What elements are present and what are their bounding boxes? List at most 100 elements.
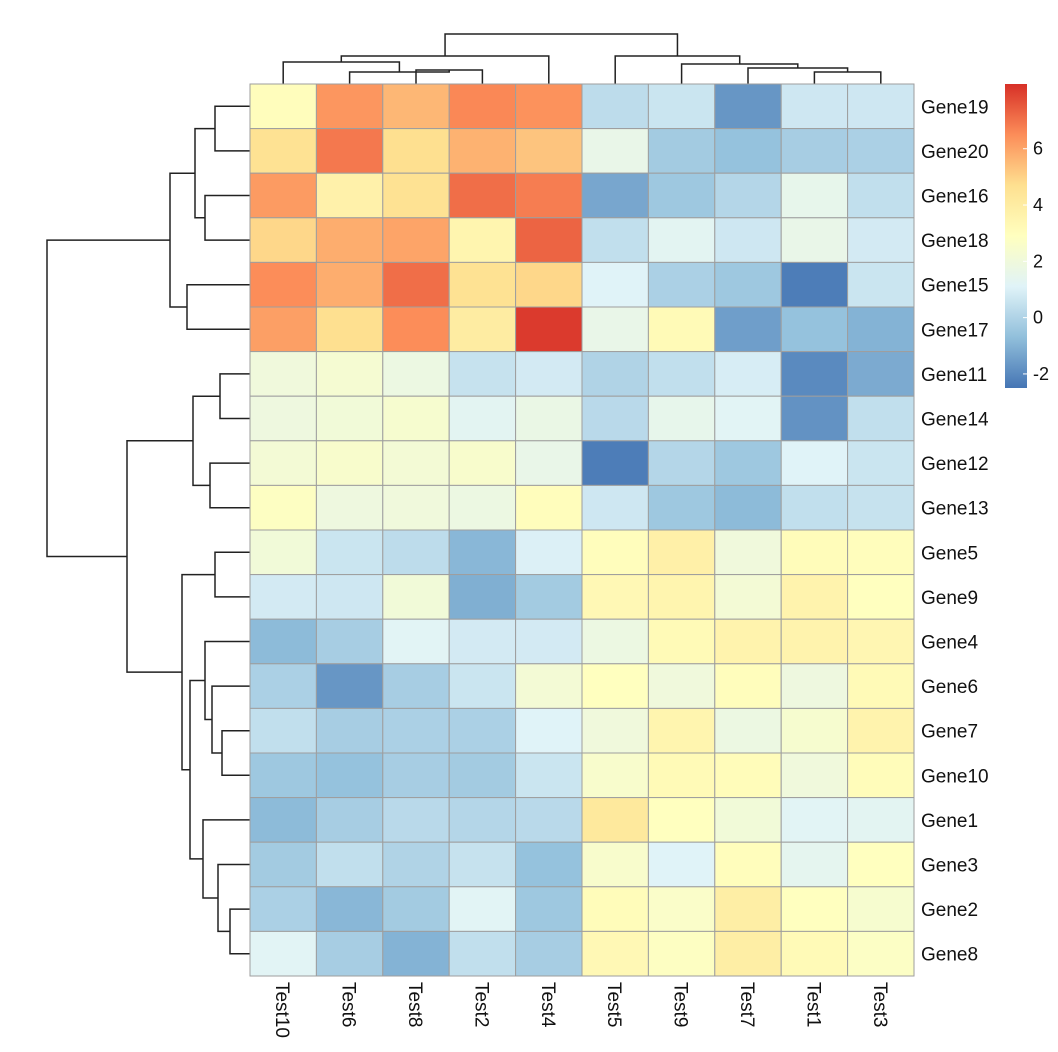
heatmap-cell bbox=[581, 529, 649, 576]
heatmap-cell bbox=[448, 261, 517, 308]
heatmap-cell bbox=[249, 841, 317, 888]
heatmap-cell bbox=[382, 529, 450, 576]
row-label: Gene5 bbox=[921, 543, 978, 564]
heatmap-cell bbox=[780, 529, 849, 576]
heatmap-cell bbox=[780, 395, 849, 442]
row-dendrogram-link bbox=[46, 239, 170, 558]
heatmap-cell bbox=[780, 752, 849, 799]
heatmap-cell bbox=[780, 306, 849, 353]
heatmap-cell bbox=[847, 663, 915, 709]
heatmap-cell bbox=[515, 83, 583, 130]
heatmap-cell bbox=[780, 484, 849, 531]
heatmap-cell bbox=[647, 752, 716, 799]
legend-tick-label: -2 bbox=[1033, 364, 1049, 384]
row-label: Gene10 bbox=[921, 766, 989, 787]
heatmap-cell bbox=[847, 484, 915, 531]
row-label: Gene13 bbox=[921, 499, 989, 520]
heatmap-cell bbox=[647, 484, 716, 531]
heatmap-cell bbox=[647, 930, 716, 977]
column-label: Test3 bbox=[869, 982, 890, 1027]
row-dendrogram-link bbox=[192, 395, 220, 487]
heatmap-cell bbox=[780, 707, 849, 754]
heatmap-cell bbox=[647, 663, 716, 709]
heatmap-cell bbox=[249, 395, 317, 442]
heatmap-cell bbox=[515, 752, 583, 799]
heatmap-cell bbox=[847, 83, 915, 130]
heatmap-cell bbox=[581, 306, 649, 353]
heatmap-cell bbox=[647, 841, 716, 888]
heatmap-cell bbox=[448, 886, 517, 932]
legend-tick-label: 0 bbox=[1033, 308, 1043, 328]
heatmap-cell bbox=[647, 886, 716, 932]
heatmap-cell bbox=[448, 440, 517, 486]
heatmap-cell bbox=[382, 306, 450, 353]
column-dendrogram-link bbox=[282, 61, 401, 84]
heatmap-cell bbox=[515, 306, 583, 353]
heatmap-cell bbox=[315, 797, 384, 843]
heatmap-cell bbox=[714, 306, 782, 353]
heatmap-cell bbox=[647, 217, 716, 263]
row-label: Gene7 bbox=[921, 722, 978, 743]
heatmap-cell bbox=[647, 797, 716, 843]
heatmap-cell bbox=[780, 83, 849, 130]
heatmap-cell bbox=[448, 797, 517, 843]
heatmap-cell bbox=[382, 797, 450, 843]
heatmap-cell bbox=[515, 574, 583, 620]
heatmap-cell bbox=[249, 217, 317, 263]
heatmap-cell bbox=[647, 618, 716, 665]
heatmap-cell bbox=[847, 886, 915, 932]
heatmap-cell bbox=[714, 663, 782, 709]
heatmap-cell bbox=[581, 841, 649, 888]
heatmap-cell bbox=[315, 172, 384, 219]
heatmap-cell bbox=[249, 261, 317, 308]
heatmap-cell bbox=[714, 217, 782, 263]
heatmap-cell bbox=[249, 797, 317, 843]
heatmap-cell bbox=[382, 217, 450, 263]
legend-tick-label: 6 bbox=[1033, 139, 1043, 159]
heatmap-cell bbox=[382, 930, 450, 977]
heatmap-cell bbox=[780, 261, 849, 308]
heatmap-cell bbox=[249, 484, 317, 531]
heatmap-cell bbox=[714, 484, 782, 531]
heatmap-cell bbox=[515, 930, 583, 977]
heatmap-cell bbox=[448, 930, 517, 977]
row-dendrogram-link bbox=[229, 908, 250, 955]
heatmap-cell bbox=[581, 261, 649, 308]
heatmap-cell bbox=[515, 128, 583, 174]
heatmap-cell bbox=[249, 128, 317, 174]
heatmap-cell bbox=[448, 484, 517, 531]
heatmap-cell bbox=[714, 841, 782, 888]
heatmap-cell bbox=[581, 217, 649, 263]
heatmap-cell bbox=[647, 172, 716, 219]
heatmap-cell bbox=[780, 618, 849, 665]
heatmap-cell bbox=[515, 618, 583, 665]
heatmap-cell bbox=[315, 306, 384, 353]
row-label: Gene2 bbox=[921, 900, 978, 921]
heatmap-cell bbox=[581, 128, 649, 174]
row-dendrogram-link bbox=[219, 373, 250, 420]
row-dendrogram-link bbox=[214, 551, 250, 598]
heatmap-cell bbox=[581, 663, 649, 709]
column-dendrogram-link bbox=[680, 63, 799, 84]
heatmap-cell bbox=[249, 306, 317, 353]
heatmap-cell bbox=[515, 217, 583, 263]
heatmap-cell bbox=[714, 886, 782, 932]
heatmap-cell bbox=[382, 261, 450, 308]
heatmap-cell bbox=[382, 707, 450, 754]
heatmap-cell bbox=[249, 752, 317, 799]
column-dendrogram-link bbox=[614, 55, 741, 84]
heatmap-cell bbox=[448, 172, 517, 219]
heatmap-cell bbox=[515, 841, 583, 888]
row-label: Gene12 bbox=[921, 454, 989, 475]
heatmap-cell bbox=[448, 707, 517, 754]
row-dendrogram-link bbox=[169, 172, 195, 308]
heatmap-cell bbox=[847, 797, 915, 843]
heatmap-cell bbox=[847, 306, 915, 353]
heatmap-cell bbox=[315, 841, 384, 888]
heatmap-cell bbox=[448, 618, 517, 665]
heatmap-cell bbox=[315, 261, 384, 308]
heatmap-cell bbox=[382, 172, 450, 219]
row-dendrogram-link bbox=[221, 729, 250, 777]
row-dendrogram-link bbox=[126, 440, 193, 673]
